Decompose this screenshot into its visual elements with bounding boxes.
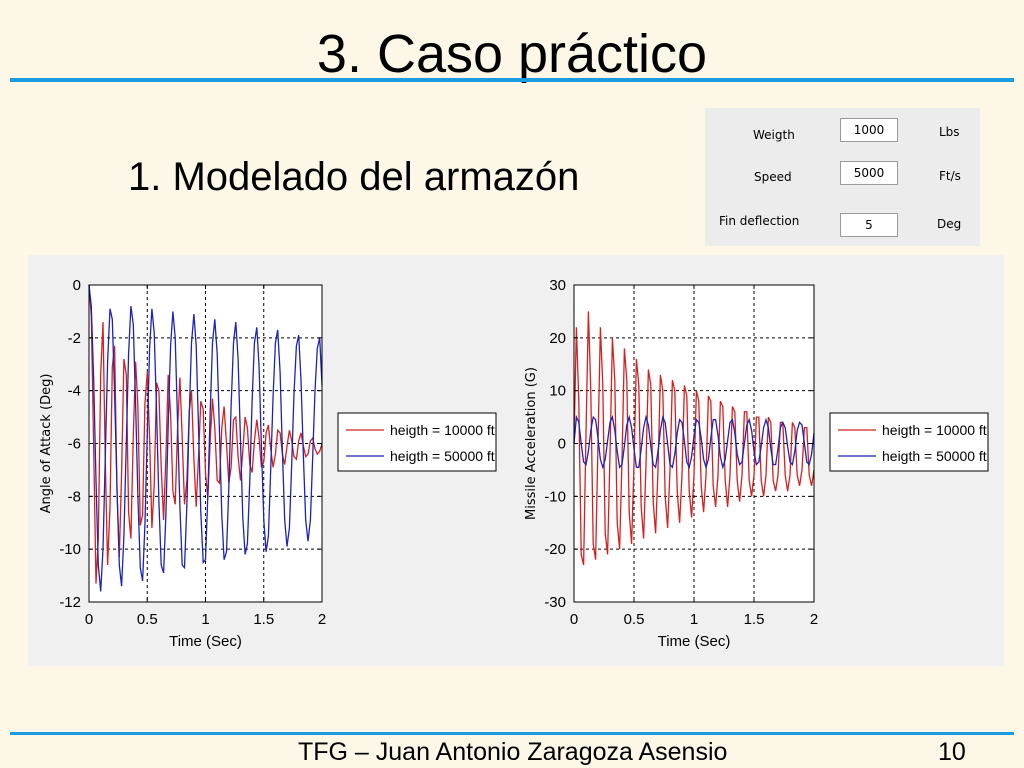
plots-panel: 0 0.5 1 1.5 2 0 -2 -4 -6 -8 -10 -12 Time (Sec) Angle …: [28, 255, 1004, 666]
weight-unit: Lbs: [939, 125, 960, 139]
fin-deflection-label: Fin deflection: [719, 214, 800, 228]
y-tick-label: -6: [68, 436, 81, 453]
legend-label-1: heigth = 10000 ft: [390, 422, 495, 438]
x-tick-label: 0.5: [137, 611, 158, 628]
x-tick-label: 1: [690, 611, 698, 628]
fin-deflection-unit: Deg: [937, 217, 962, 231]
y-tick-label: -12: [59, 594, 81, 611]
y-tick-label: -20: [544, 541, 566, 558]
x-tick-label: 1.5: [744, 611, 765, 628]
speed-unit: Ft/s: [939, 169, 961, 183]
x-tick-label: 2: [318, 611, 326, 628]
x-axis-label: Time (Sec): [658, 633, 731, 650]
legend: heigth = 10000 ft heigth = 50000 ft: [829, 412, 989, 472]
legend-label-2: heigth = 50000 ft: [390, 448, 495, 464]
legend-label-1: heigth = 10000 ft: [882, 422, 987, 438]
chart-2: 0 0.5 1 1.5 2 30 20 10 0 -10 -20 -30 Time (Sec) Missi…: [524, 277, 989, 650]
slide-title: 3. Caso práctico: [316, 24, 708, 84]
title-divider: [10, 78, 1014, 82]
y-tick-label: -4: [68, 383, 81, 400]
series-line-2: [573, 414, 815, 470]
x-tick-label: 0: [85, 611, 93, 628]
footer-text: TFG – Juan Antonio Zaragoza Asensio: [298, 738, 728, 766]
x-tick-label: 1.5: [253, 611, 274, 628]
series-line-2: [88, 284, 323, 592]
y-axis-label: Angle of Attack (Deg): [39, 374, 54, 514]
speed-input[interactable]: 5000: [840, 161, 898, 185]
legend-box: [829, 412, 989, 472]
fin-deflection-input[interactable]: 5: [840, 213, 898, 237]
parameter-panel: Weigth 1000 Lbs Speed 5000 Ft/s Fin defl…: [705, 108, 980, 246]
weight-label: Weigth: [753, 128, 795, 142]
speed-label: Speed: [754, 170, 792, 184]
y-tick-label: -30: [544, 594, 566, 611]
y-tick-label: 0: [73, 277, 81, 294]
legend-box: [337, 412, 497, 472]
chart-1: 0 0.5 1 1.5 2 0 -2 -4 -6 -8 -10 -12 Time (Sec) Angle …: [39, 277, 497, 650]
x-tick-label: 0: [570, 611, 578, 628]
legend: heigth = 10000 ft heigth = 50000 ft: [337, 412, 497, 472]
x-tick-label: 1: [201, 611, 209, 628]
y-tick-label: -10: [544, 488, 566, 505]
y-tick-label: -8: [68, 488, 81, 505]
page-number: 10: [938, 738, 966, 766]
y-tick-label: 30: [549, 277, 566, 294]
x-tick-label: 2: [810, 611, 818, 628]
footer-divider: [10, 732, 1014, 735]
y-tick-label: -2: [68, 330, 81, 347]
legend-label-2: heigth = 50000 ft: [882, 448, 987, 464]
x-tick-label: 0.5: [624, 611, 645, 628]
y-axis-label: Missile Acceleration (G): [524, 367, 539, 520]
weight-input[interactable]: 1000: [840, 118, 898, 142]
y-tick-label: 20: [549, 330, 566, 347]
x-axis-label: Time (Sec): [169, 633, 242, 650]
slide-subtitle: 1. Modelado del armazón: [128, 155, 580, 199]
y-tick-label: -10: [59, 541, 81, 558]
y-tick-label: 10: [549, 383, 566, 400]
series-line-1: [573, 311, 815, 566]
y-tick-label: 0: [558, 436, 566, 453]
